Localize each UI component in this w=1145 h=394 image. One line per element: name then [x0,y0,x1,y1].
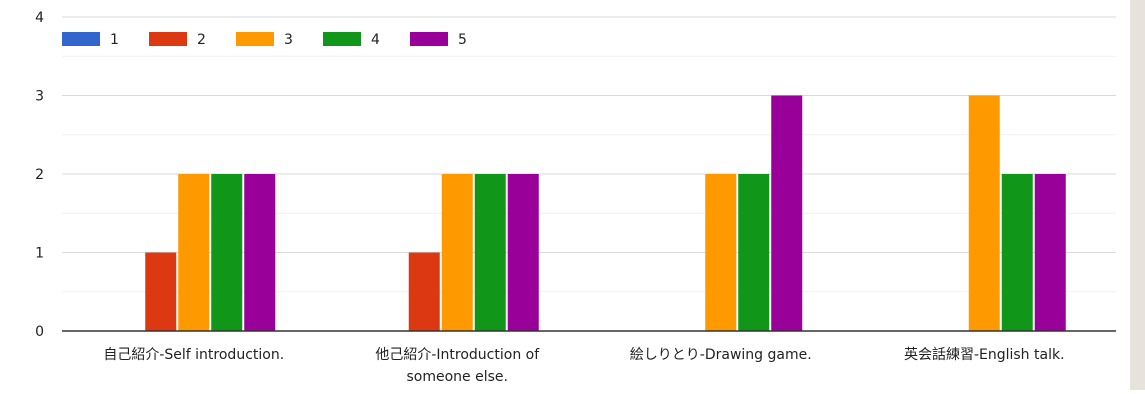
bar [705,174,737,331]
x-tick-label: 他己紹介-Introduction of [375,347,540,363]
legend-swatch [323,32,361,46]
bar [507,174,539,331]
x-tick-label: 絵しりとり-Drawing game. [630,347,812,363]
x-tick-label: 自己紹介-Self introduction. [103,347,284,363]
window-edge [1130,0,1145,390]
bar [968,95,1000,331]
bar [1034,174,1066,331]
bar [178,174,210,331]
bar-chart: 0 1 2 3 4 自己紹介-Self introduction. 他己紹介-Introdu… [35,10,1116,385]
y-tick-label: 4 [35,10,44,26]
legend-swatch [236,32,274,46]
bar [441,174,473,331]
y-tick-label: 1 [35,246,44,262]
bar [408,252,440,331]
legend-label: 5 [458,32,467,48]
legend-label: 1 [110,32,119,48]
bar [771,95,803,331]
y-tick-label: 2 [35,167,44,183]
legend-swatch [410,32,448,46]
bar [1001,174,1033,331]
bar [244,174,276,331]
legend-label: 3 [284,32,293,48]
y-tick-label: 3 [35,89,44,105]
x-tick-label: someone else. [407,369,508,385]
bar [145,252,177,331]
legend-swatch [149,32,187,46]
legend-label: 2 [197,32,206,48]
x-tick-label: 英会話練習-English talk. [904,346,1065,363]
y-tick-label: 0 [35,324,44,340]
bar [474,174,506,331]
legend-swatch [62,32,100,46]
bar [738,174,770,331]
legend-label: 4 [371,32,380,48]
bar [211,174,243,331]
